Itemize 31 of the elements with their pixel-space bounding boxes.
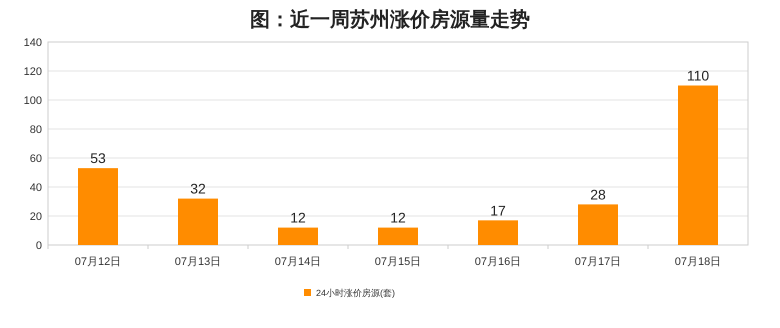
data-label: 53 <box>90 150 106 166</box>
data-label: 12 <box>390 210 406 226</box>
bar <box>678 86 718 245</box>
x-tick-label: 07月14日 <box>274 256 322 268</box>
bar <box>78 168 118 245</box>
y-tick-label: 40 <box>30 182 42 194</box>
x-tick-label: 07月18日 <box>674 256 722 268</box>
y-tick-label: 20 <box>30 211 42 223</box>
y-tick-label: 100 <box>24 95 42 107</box>
legend-label: 24小时涨价房源(套) <box>316 288 396 298</box>
x-tick-label: 07月17日 <box>574 256 622 268</box>
y-tick-label: 120 <box>24 66 42 78</box>
bar <box>378 228 418 245</box>
data-label: 28 <box>590 186 606 202</box>
data-label: 110 <box>686 68 710 84</box>
bar <box>578 204 618 245</box>
x-tick-label: 07月12日 <box>74 256 122 268</box>
chart-title: 图：近一周苏州涨价房源量走势 <box>250 8 530 31</box>
data-label: 32 <box>190 180 206 197</box>
data-label: 17 <box>490 202 506 218</box>
bar <box>278 228 318 245</box>
x-tick-label: 07月13日 <box>174 256 222 268</box>
data-label: 12 <box>290 210 306 226</box>
x-tick-label: 07月16日 <box>474 256 522 268</box>
bar <box>478 220 518 245</box>
x-tick-label: 07月15日 <box>374 256 422 268</box>
y-tick-label: 0 <box>36 240 42 252</box>
y-tick-label: 60 <box>30 153 42 165</box>
bar <box>178 198 218 245</box>
y-tick-label: 80 <box>30 124 42 136</box>
y-tick-label: 140 <box>24 37 42 49</box>
